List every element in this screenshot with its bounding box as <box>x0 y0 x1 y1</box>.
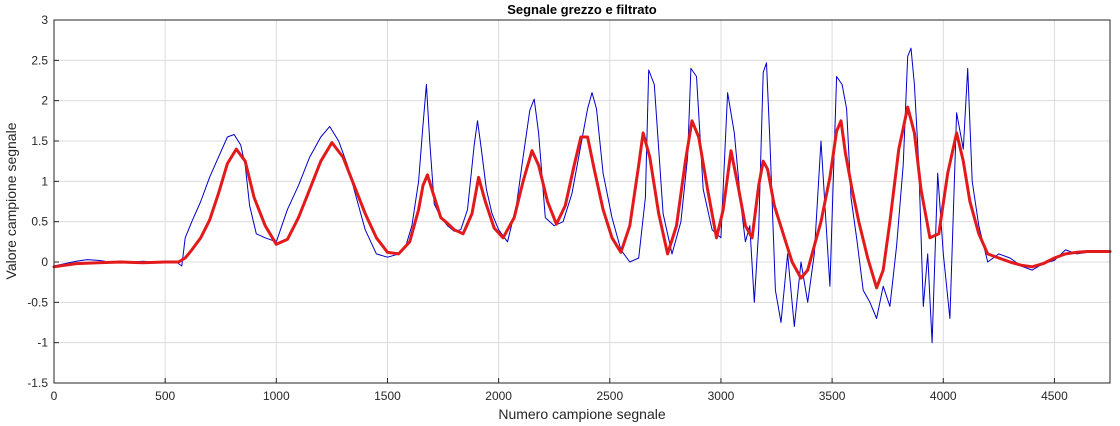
x-axis-label: Numero campione segnale <box>498 406 666 422</box>
x-tick-label: 0 <box>51 389 58 403</box>
y-tick-label: 2 <box>41 94 48 108</box>
x-tick-label: 1000 <box>263 389 290 403</box>
y-tick-label: -0.5 <box>27 295 48 309</box>
y-tick-label: 1.5 <box>31 134 48 148</box>
y-tick-label: 3 <box>41 13 48 27</box>
x-tick-label: 1500 <box>374 389 401 403</box>
x-tick-label: 2500 <box>596 389 623 403</box>
y-tick-label: -1.5 <box>27 376 48 390</box>
x-tick-label: 2000 <box>485 389 512 403</box>
ticks: 0 500 1000 1500 2000 2500 3000 3500 4000 4500 -1.5… <box>27 13 1068 403</box>
x-tick-label: 3500 <box>819 389 846 403</box>
y-tick-label: -1 <box>37 336 48 350</box>
y-tick-label: 0.5 <box>31 215 48 229</box>
y-axis-label: Valore campione segnale <box>3 122 19 279</box>
plot-frame <box>53 19 1111 384</box>
y-tick-label: 2.5 <box>31 53 48 67</box>
series-line-raw <box>53 47 1111 344</box>
x-tick-label: 4500 <box>1041 389 1068 403</box>
chart-title: Segnale grezzo e filtrato <box>507 2 657 17</box>
grid <box>53 19 1110 384</box>
x-tick-label: 500 <box>155 389 175 403</box>
x-tick-label: 3000 <box>708 389 735 403</box>
y-tick-label: 1 <box>41 174 48 188</box>
y-tick-label: 0 <box>41 255 48 269</box>
x-tick-label: 4000 <box>930 389 957 403</box>
series-line-filtered <box>52 105 1112 290</box>
series-group <box>52 47 1112 344</box>
